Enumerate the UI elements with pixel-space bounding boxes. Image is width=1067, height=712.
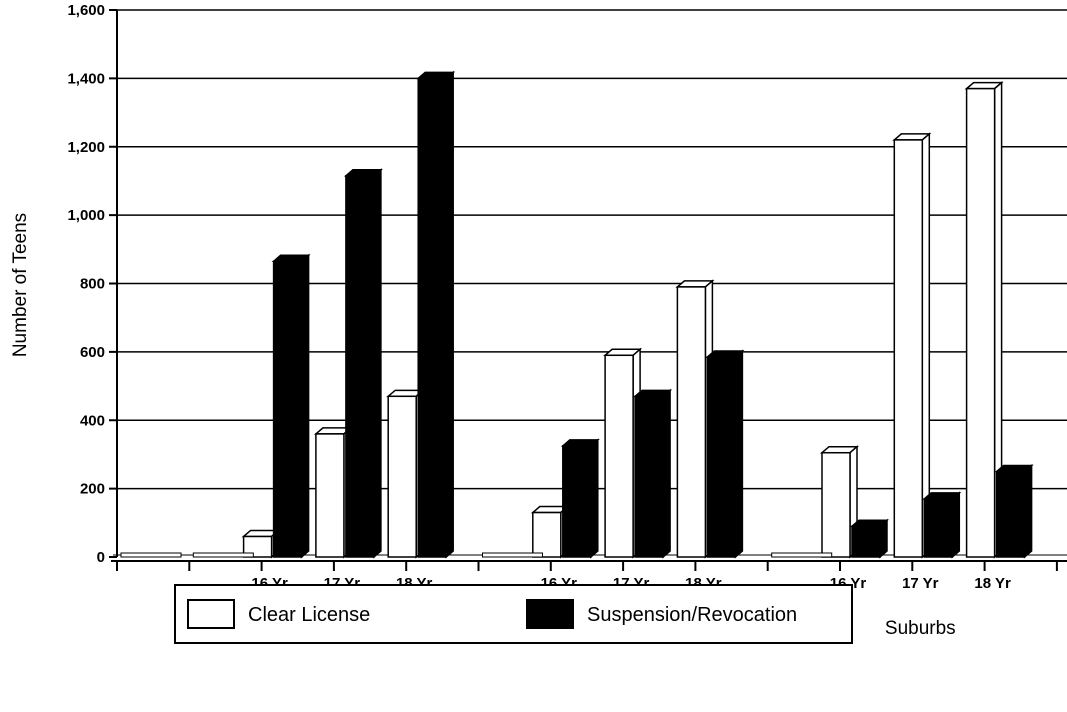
category-label: 18 Yr: [974, 575, 1011, 592]
bar-suspension-revocation-side: [1023, 463, 1033, 559]
empty-slot-floor: [120, 552, 182, 558]
bar-suspension-revocation-front: [562, 445, 592, 558]
bar-clear-license: [892, 132, 932, 559]
bar-clear-license-side: [921, 132, 931, 559]
bar-clear-license-front: [676, 286, 707, 558]
y-tick-label: 0: [97, 549, 105, 566]
bar-suspension-revocation-side: [734, 349, 744, 559]
bar-suspension-revocation: [705, 349, 745, 559]
bar-suspension-revocation: [343, 168, 383, 559]
bar-suspension-revocation: [922, 491, 962, 559]
y-tick-label: 1,200: [67, 139, 105, 156]
bar-suspension-revocation-front: [272, 260, 303, 558]
bar-suspension-revocation-front: [995, 470, 1026, 558]
y-tick-label: 800: [80, 276, 105, 293]
bar-clear-license-front: [821, 451, 851, 558]
y-tick-label: 1,600: [67, 2, 105, 19]
legend-swatch-suspension-revocation: [526, 599, 574, 629]
y-tick-label: 1,000: [67, 207, 105, 224]
empty-slot-floor: [482, 552, 543, 558]
y-tick-label: 1,400: [67, 70, 105, 87]
y-tick-label: 600: [80, 344, 105, 361]
bar-suspension-revocation-front: [706, 356, 737, 558]
bar-clear-license-front: [532, 511, 562, 558]
y-tick-label: 200: [80, 481, 105, 498]
bar-suspension-revocation-side: [951, 491, 961, 559]
y-axis-title: Number of Teens: [10, 213, 31, 357]
legend: Clear License Suspension/Revocation: [174, 584, 853, 644]
bar-suspension-revocation-side: [445, 70, 454, 559]
bar-suspension-revocation: [416, 70, 456, 559]
empty-slot-floor: [192, 552, 254, 558]
bar-suspension-revocation-front: [345, 175, 375, 558]
bar-suspension-revocation-front: [634, 395, 664, 558]
y-tick-label: 400: [80, 412, 105, 429]
legend-box: [174, 584, 853, 644]
bar-clear-license-front: [387, 395, 417, 558]
bar-suspension-revocation: [633, 388, 673, 559]
group-label: Suburbs: [885, 618, 956, 639]
bar-suspension-revocation: [994, 463, 1034, 559]
bar-clear-license-front: [893, 139, 924, 558]
bar-suspension-revocation: [271, 253, 311, 559]
bar-clear-license-front: [315, 433, 345, 558]
bar-suspension-revocation-front: [851, 525, 881, 558]
bar-suspension-revocation-front: [923, 498, 954, 558]
bar-clear-license-front: [965, 87, 996, 558]
category-label: 17 Yr: [902, 575, 939, 592]
bar-suspension-revocation: [560, 438, 600, 559]
empty-slot-floor: [771, 552, 833, 558]
bar-suspension-revocation-side: [662, 388, 671, 559]
bar-suspension-revocation-side: [590, 438, 599, 559]
bar-suspension-revocation-side: [300, 253, 310, 559]
bar-suspension-revocation-front: [417, 77, 447, 558]
bar-suspension-revocation-side: [373, 168, 382, 559]
legend-label-suspension-revocation: Suspension/Revocation: [587, 604, 797, 626]
bar-clear-license-front: [242, 535, 273, 558]
legend-swatch-clear-license: [187, 599, 235, 629]
bar-suspension-revocation-side: [879, 518, 888, 559]
legend-label-clear-license: Clear License: [248, 604, 370, 626]
bar-layer: [120, 70, 1034, 559]
bar-clear-license-front: [604, 354, 634, 558]
bar-suspension-revocation: [849, 518, 890, 559]
